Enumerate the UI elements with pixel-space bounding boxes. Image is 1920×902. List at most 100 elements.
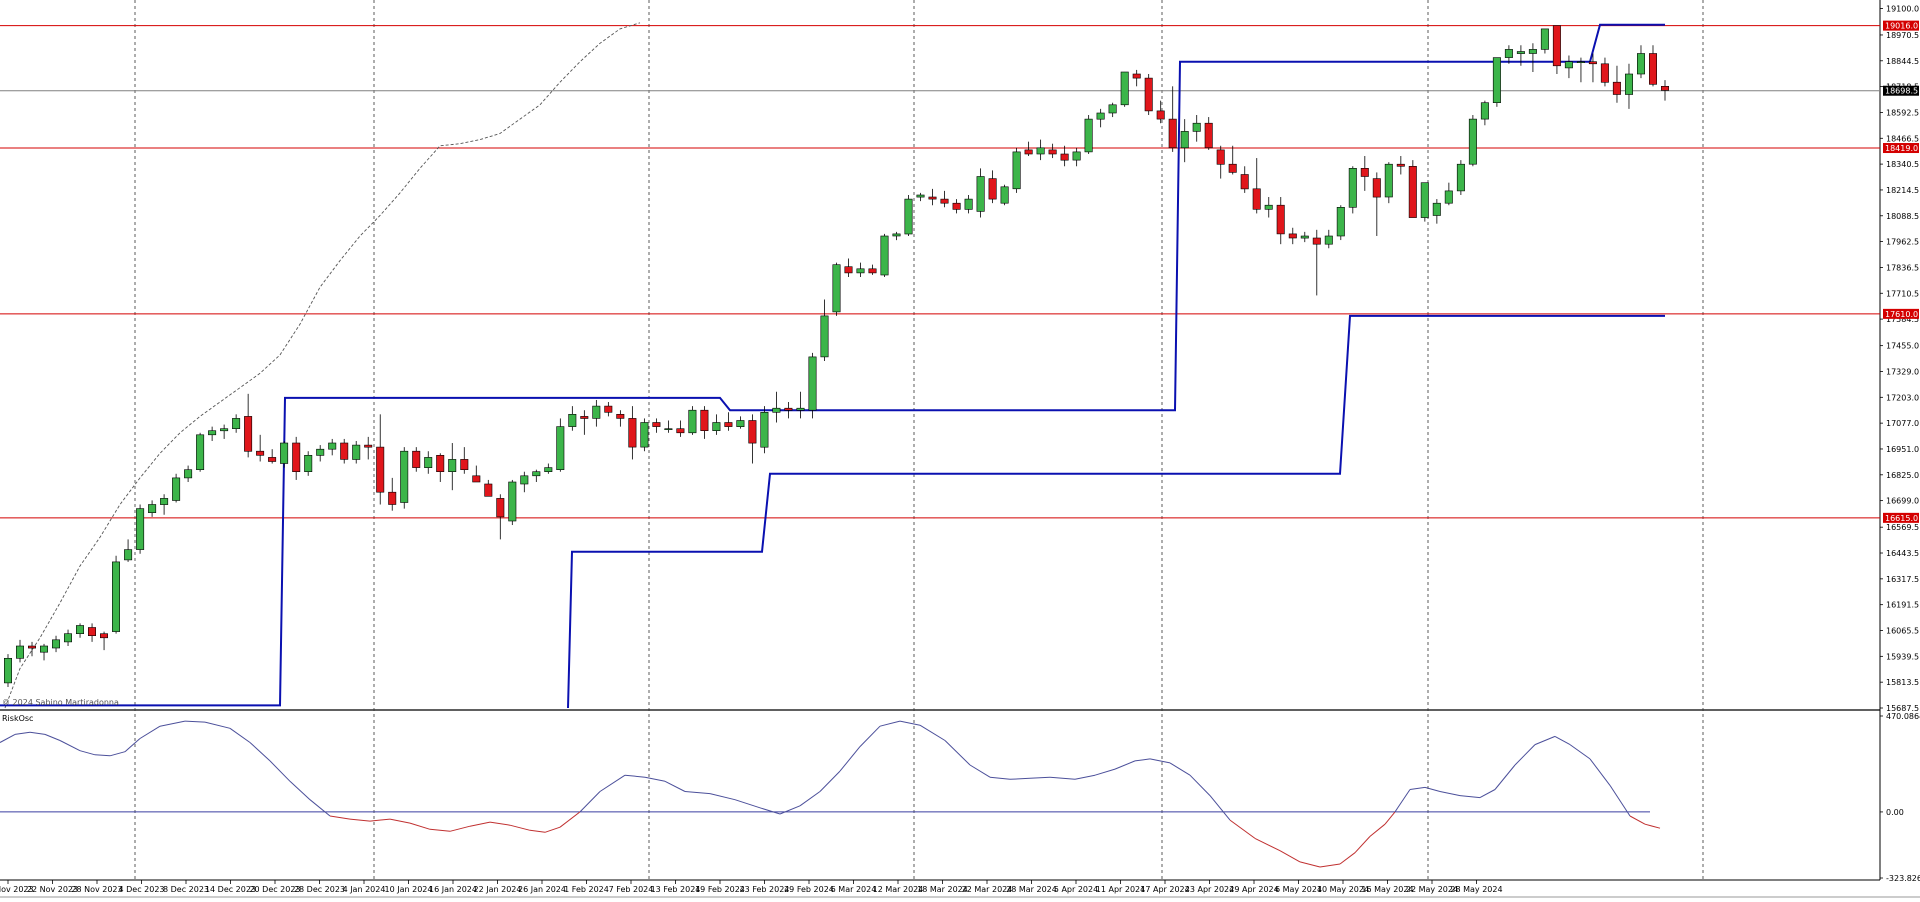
candle-body <box>1396 163 1405 167</box>
x-tick-label: 29 Feb 2024 <box>784 885 834 894</box>
candle-body <box>952 202 961 210</box>
oscillator-line-segment <box>309 799 331 817</box>
candle-body <box>244 416 253 452</box>
oscillator-line-segment <box>109 751 126 757</box>
candle-body <box>1324 235 1333 245</box>
candle-body <box>1000 186 1009 204</box>
oscillator-line-segment <box>1074 774 1096 780</box>
candle-body <box>1108 104 1117 114</box>
oscillator-line-segment <box>1394 789 1411 813</box>
candle-body <box>1096 112 1105 120</box>
oscillator-line-segment <box>839 746 861 772</box>
candle-body <box>304 454 313 472</box>
candle-body <box>1288 233 1297 239</box>
candle-body <box>1661 86 1670 91</box>
candle-body <box>700 409 709 432</box>
candle-body <box>604 405 613 413</box>
candle-body <box>688 409 697 434</box>
oscillator-line-segment <box>1169 762 1191 776</box>
moving-average-line <box>4 22 641 709</box>
x-tick-label: 22 Mar 2024 <box>962 885 1013 894</box>
oscillator-line-segment <box>249 742 271 762</box>
candle-body <box>196 434 205 470</box>
x-tick-label: 22 May 2024 <box>1406 885 1458 894</box>
oscillator-line-segment <box>59 740 81 752</box>
oscillator-y-tick-label: -323.8262 <box>1886 874 1920 883</box>
candle-body <box>1504 49 1513 58</box>
price-tag-label: 18698.5 <box>1885 87 1918 96</box>
oscillator-line-segment <box>644 776 666 782</box>
oscillator-line-segment <box>1009 777 1031 780</box>
y-tick-label: 17584.5 <box>1886 315 1919 324</box>
price-tag <box>1883 20 1919 31</box>
oscillator-line-segment <box>204 721 231 729</box>
x-tick-label: 6 Mar 2024 <box>831 885 877 894</box>
candle-body <box>496 498 505 518</box>
oscillator-line-segment <box>1229 819 1256 839</box>
oscillator-line-segment <box>269 760 291 782</box>
candle-body <box>412 450 421 468</box>
candle-body <box>88 627 97 636</box>
candle-body <box>376 446 385 493</box>
oscillator-line-segment <box>94 754 111 757</box>
candle-body <box>184 469 193 479</box>
oscillator-line-segment <box>14 731 31 735</box>
oscillator-line-segment <box>184 720 206 723</box>
candle-body <box>352 444 361 460</box>
candle-body <box>1468 118 1477 165</box>
candle-body <box>1564 61 1573 69</box>
lower-band-line <box>567 314 1665 709</box>
candle-body <box>784 407 793 411</box>
oscillator-line-segment <box>599 774 626 792</box>
y-tick-label: 17203.0 <box>1886 393 1919 402</box>
candle-body <box>1637 53 1646 75</box>
candle-body <box>1420 182 1429 218</box>
oscillator-line-segment <box>159 720 186 727</box>
candle-body <box>628 418 637 448</box>
price-tag-label: 19016.0 <box>1885 22 1918 31</box>
oscillator-line-segment <box>1424 786 1441 792</box>
candle-body <box>64 633 73 643</box>
candle-body <box>1384 163 1393 198</box>
oscillator-line-segment <box>579 791 601 813</box>
oscillator-plot: RiskOsc 470.0864 0.00 -323.8262 <box>0 712 1920 883</box>
candle-body <box>1060 153 1069 161</box>
oscillator-line-segment <box>489 821 511 826</box>
x-tick-label: 11 Apr 2024 <box>1096 885 1145 894</box>
oscillator-line-segment <box>1049 776 1076 780</box>
price-plot: 19100.018970.518844.518718.518592.518466… <box>0 0 1919 880</box>
x-tick-label: 18 Mar 2024 <box>917 885 968 894</box>
candle-body <box>856 268 865 274</box>
candle-body <box>1348 168 1357 208</box>
candle-body <box>676 428 685 434</box>
y-tick-label: 18088.5 <box>1886 212 1919 221</box>
oscillator-line-segment <box>1094 768 1116 776</box>
oscillator-line-segment <box>899 720 921 726</box>
oscillator-line-segment <box>449 825 471 832</box>
price-tag-label: 16615.0 <box>1885 514 1918 523</box>
y-tick-label: 17710.5 <box>1886 289 1919 298</box>
oscillator-y-tick-label: 470.0864 <box>1886 712 1920 721</box>
candle-body <box>208 430 217 436</box>
candle-body <box>868 268 877 274</box>
candle-body <box>544 467 553 473</box>
oscillator-line-segment <box>1189 774 1211 796</box>
candle-body <box>220 428 229 432</box>
x-tick-label: 5 Apr 2024 <box>1054 885 1098 894</box>
y-tick-label: 17329.0 <box>1886 367 1919 376</box>
candle-body <box>1024 149 1033 155</box>
candle-body <box>172 477 181 501</box>
x-tick-label: 8 Dec 2023 <box>163 885 209 894</box>
y-tick-label: 16951.0 <box>1886 445 1919 454</box>
y-tick-label: 15939.5 <box>1886 652 1919 661</box>
candle-body <box>1372 178 1381 198</box>
candle-body <box>1480 102 1489 120</box>
oscillator-line-segment <box>1339 852 1356 865</box>
candle-body <box>1132 73 1141 79</box>
y-tick-label: 18970.5 <box>1886 31 1919 40</box>
candle-body <box>1360 168 1369 177</box>
x-tick-label: 20 Dec 2023 <box>249 885 300 894</box>
y-tick-label: 19100.0 <box>1886 4 1919 13</box>
x-tick-label: 16 Nov 2023 <box>0 885 34 894</box>
